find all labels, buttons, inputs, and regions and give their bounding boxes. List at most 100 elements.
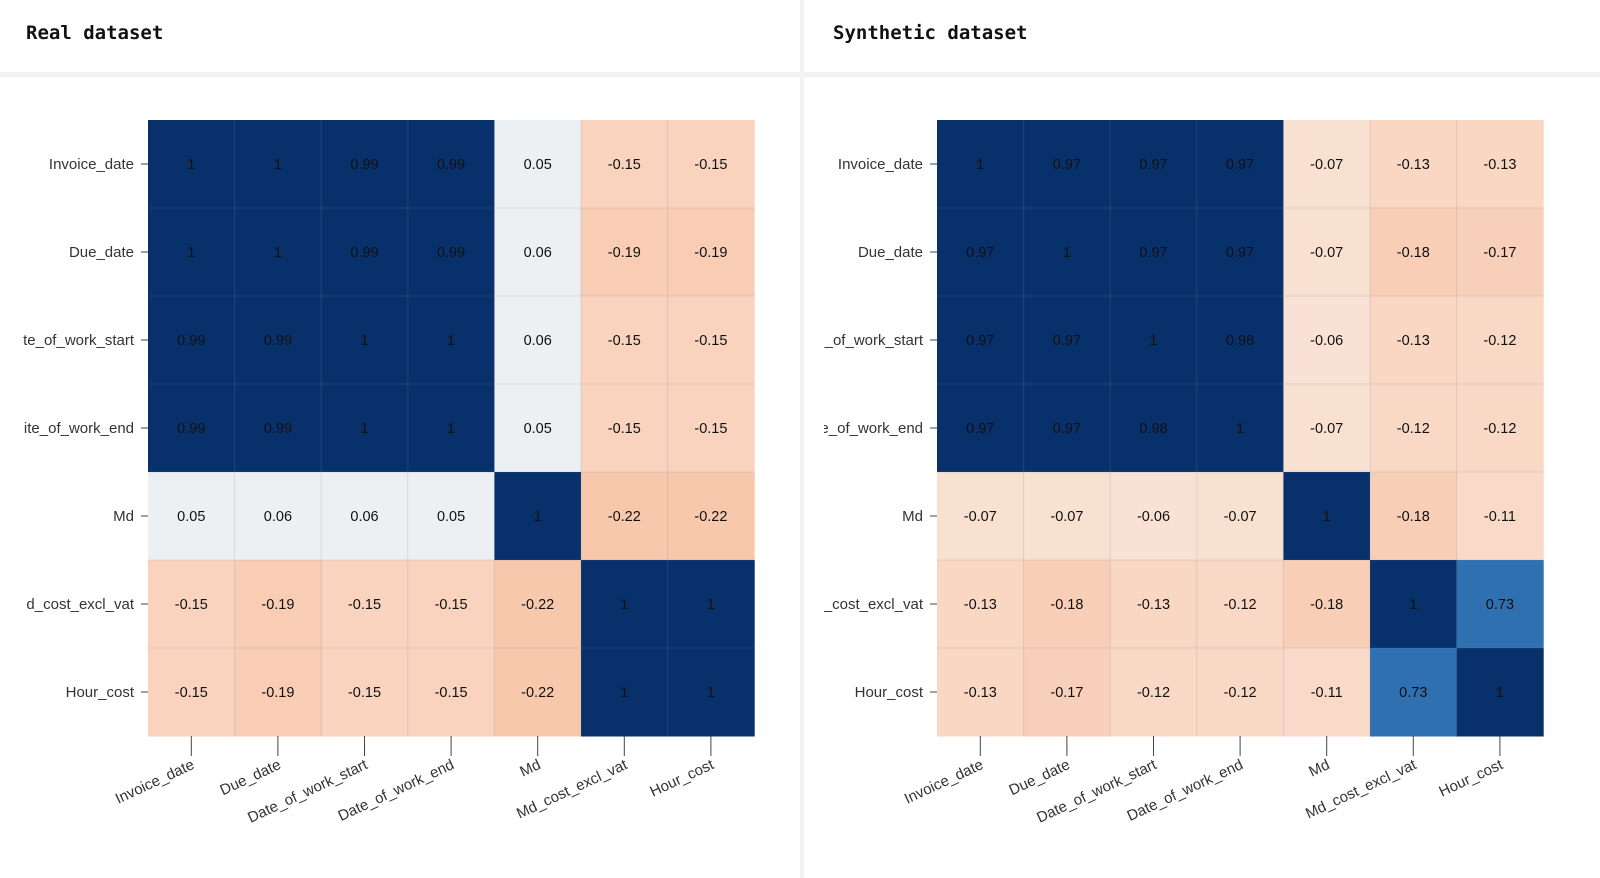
cell-value-label: 1 — [187, 157, 195, 173]
heatmap-cell — [407, 120, 495, 209]
cell-value-label: -0.19 — [261, 685, 294, 701]
cell-value-label: 1 — [447, 421, 455, 437]
y-tick-label: Md — [902, 508, 923, 525]
cell-value-label: -0.18 — [1050, 597, 1083, 613]
heatmap-cell — [494, 120, 582, 209]
heatmap-cell — [1110, 208, 1198, 297]
cell-value-label: -0.12 — [1397, 421, 1430, 437]
cell-value-label: 0.98 — [1226, 333, 1254, 349]
heatmap-cell — [667, 296, 755, 385]
cell-value-label: -0.22 — [521, 597, 554, 613]
heatmap-cell — [407, 648, 495, 737]
cell-value-label: -0.18 — [1310, 597, 1343, 613]
cell-value-label: -0.18 — [1397, 509, 1430, 525]
heatmap-cell — [1456, 120, 1544, 209]
cell-value-label: 1 — [707, 597, 715, 613]
cell-value-label: 0.97 — [1053, 421, 1081, 437]
heatmap-cell — [1370, 208, 1458, 297]
heatmap-cell — [1023, 384, 1111, 473]
heatmap-cell — [1196, 560, 1284, 649]
heatmap-cell — [667, 560, 755, 649]
cell-value-label: -0.11 — [1311, 685, 1343, 701]
cell-value-label: 0.05 — [524, 421, 552, 437]
cell-value-label: -0.12 — [1483, 421, 1516, 437]
heatmap-cell — [667, 648, 755, 737]
cell-value-label: 0.99 — [177, 333, 205, 349]
real-correlation-heatmap: 1 1 0.99 0.99 0.05 -0.15 -0.15 1 1 0.99 0.99 0.06 -0… — [23, 120, 755, 827]
heatmap-cell — [581, 560, 669, 649]
heatmap-cell — [1196, 120, 1284, 209]
heatmap-cell — [148, 648, 236, 737]
y-tick-label: Hour_cost — [855, 684, 924, 701]
heatmap-cell — [1023, 296, 1111, 385]
cell-value-label: -0.22 — [694, 509, 727, 525]
cell-value-label: -0.12 — [1224, 685, 1257, 701]
heatmap-cell — [321, 648, 409, 737]
cell-value-label: 0.97 — [1139, 245, 1167, 261]
cell-value-label: 1 — [620, 685, 628, 701]
cell-value-label: -0.13 — [1483, 157, 1516, 173]
cell-value-label: -0.15 — [435, 685, 468, 701]
cell-value-label: 0.06 — [264, 509, 292, 525]
cell-value-label: 1 — [1063, 245, 1071, 261]
x-tick-label: Due_date — [1006, 756, 1072, 799]
heatmap-cell — [1023, 208, 1111, 297]
cell-value-label: -0.07 — [1224, 509, 1257, 525]
heatmap-cell — [581, 296, 669, 385]
cell-value-label: 0.05 — [177, 509, 205, 525]
cell-value-label: -0.19 — [261, 597, 294, 613]
cell-value-label: -0.15 — [435, 597, 468, 613]
panel-title: Synthetic dataset — [833, 22, 1028, 44]
heatmap-cell — [321, 384, 409, 473]
y-tick-label: Due_date — [69, 244, 134, 261]
synthetic-correlation-heatmap: 1 0.97 0.97 0.97 -0.07 -0.13 -0.13 0.97 1 0.97 0.9… — [812, 120, 1544, 827]
x-tick-label: Invoice_date — [113, 756, 197, 807]
heatmap-cell — [1196, 384, 1284, 473]
heatmap-cell — [667, 120, 755, 209]
cell-value-label: -0.17 — [1483, 245, 1516, 261]
y-tick-label: te_of_work_start — [812, 332, 924, 349]
cell-value-label: 1 — [1409, 597, 1417, 613]
x-tick-label: Due_date — [217, 756, 283, 799]
heatmap-cell — [1196, 648, 1284, 737]
y-tick-label: ite_of_work_end — [24, 420, 134, 437]
heatmap-cell — [581, 120, 669, 209]
x-tick-label: Hour_cost — [1436, 756, 1506, 801]
heatmap-cell — [407, 472, 495, 561]
cell-value-label: 1 — [360, 421, 368, 437]
cell-value-label: 0.99 — [350, 245, 378, 261]
panel-title: Real dataset — [26, 22, 164, 44]
y-tick-label: ite_of_work_end — [813, 420, 923, 437]
heatmap-cell — [1456, 648, 1544, 737]
cell-value-label: -0.07 — [1310, 157, 1343, 173]
cell-value-label: -0.06 — [1310, 333, 1343, 349]
heatmap-cell — [1456, 384, 1544, 473]
cell-value-label: -0.12 — [1137, 685, 1170, 701]
y-tick-label: Md — [113, 508, 134, 525]
heatmap-cell — [1023, 560, 1111, 649]
heatmap-cell — [407, 560, 495, 649]
cell-value-label: -0.13 — [964, 685, 997, 701]
heatmap-cell — [937, 208, 1025, 297]
heatmap-cell — [1023, 120, 1111, 209]
heatmap-cell — [1283, 560, 1371, 649]
cell-value-label: 0.97 — [1139, 157, 1167, 173]
heatmap-cell — [1456, 208, 1544, 297]
y-tick-label: te_of_work_start — [23, 332, 135, 349]
cell-value-label: 0.06 — [524, 333, 552, 349]
cell-value-label: 0.99 — [437, 157, 465, 173]
heatmap-cell — [1370, 296, 1458, 385]
heatmap-cell — [937, 296, 1025, 385]
heatmap-cell — [494, 648, 582, 737]
cell-value-label: 1 — [274, 157, 282, 173]
cell-value-label: 0.97 — [966, 421, 994, 437]
cell-value-label: 0.73 — [1486, 597, 1514, 613]
heatmap-cell — [581, 384, 669, 473]
cell-value-label: 1 — [976, 157, 984, 173]
cell-value-label: -0.19 — [608, 245, 641, 261]
heatmap-cell — [321, 208, 409, 297]
heatmap-cell — [1110, 648, 1198, 737]
heatmap-cell — [937, 648, 1025, 737]
heatmap-cell — [494, 208, 582, 297]
